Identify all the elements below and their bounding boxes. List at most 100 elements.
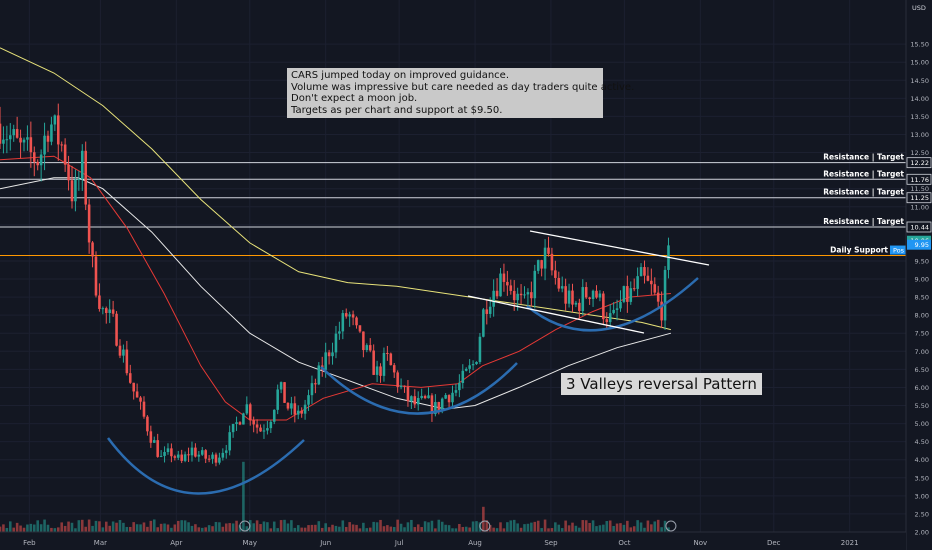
candle-body <box>101 308 105 310</box>
candle-body <box>207 458 211 460</box>
resistance-label: Resistance | Target <box>823 153 904 163</box>
candle-body <box>224 450 228 453</box>
volume-bar <box>656 519 660 532</box>
volume-bar <box>523 524 526 532</box>
candle-body <box>36 161 39 166</box>
x-tick-label: Dec <box>767 539 781 547</box>
volume-bar <box>303 527 307 532</box>
y-tick-label: 2.50 <box>915 510 929 518</box>
volume-bar <box>413 527 417 532</box>
candle-body <box>451 392 454 403</box>
candle-body <box>248 404 252 421</box>
volume-bar <box>111 521 115 532</box>
candle-body <box>84 150 87 205</box>
candle-body <box>272 409 276 422</box>
volume-bar <box>584 520 588 532</box>
candle-body <box>523 294 526 296</box>
candle-body <box>437 402 441 411</box>
candle-body <box>135 391 139 398</box>
volume-bar <box>440 521 444 532</box>
candle-body <box>197 454 201 457</box>
volume-bar <box>488 525 492 532</box>
price-axis: USD 2.00 2.50 3.00 3.50 4.00 4.50 5.00 5.50 6.00 6… <box>905 0 932 550</box>
volume-bar <box>187 522 190 532</box>
volume-bar <box>200 527 204 532</box>
candle-body <box>612 309 615 314</box>
price-badge-label: 11.76 <box>910 176 929 184</box>
x-tick-label: Jul <box>394 539 404 547</box>
candle-body <box>471 364 475 366</box>
volume-bar <box>410 519 413 532</box>
candle-body <box>571 290 574 305</box>
volume-bar <box>591 520 595 532</box>
candle-body <box>615 308 619 310</box>
volume-bar <box>458 523 461 532</box>
candle-body <box>104 308 108 313</box>
candle-body <box>619 301 622 309</box>
volume-bar <box>574 525 578 532</box>
volume-bar <box>403 527 406 532</box>
candle-body <box>310 383 314 396</box>
candle-body <box>564 286 567 304</box>
volume-bar <box>334 525 338 532</box>
candle-body <box>440 398 444 411</box>
candle-body <box>98 295 101 309</box>
volume-bar <box>279 520 283 532</box>
candle-body <box>492 290 495 307</box>
volume-bar <box>485 520 489 532</box>
volume-bar <box>653 521 657 532</box>
volume-bar <box>228 523 231 532</box>
volume-bar <box>166 524 170 532</box>
volume-bar <box>53 528 57 532</box>
volume-bar <box>416 524 420 532</box>
candle-body <box>303 404 307 414</box>
candle-body <box>91 242 94 257</box>
candle-body <box>595 290 598 298</box>
volume-bar <box>224 523 228 532</box>
candle-body <box>526 292 530 295</box>
volume-bar <box>43 519 46 532</box>
volume-bar <box>622 524 626 532</box>
volume-bar <box>5 527 9 532</box>
candle-body <box>636 276 639 289</box>
candle-body <box>115 313 118 346</box>
candle-body <box>63 144 67 165</box>
volume-bar <box>464 526 468 532</box>
volume-bar <box>39 524 43 532</box>
volume-bar <box>221 526 225 532</box>
price-badge-label: 9.95 <box>915 241 929 249</box>
valley-arc-1 <box>106 437 305 495</box>
candle-body <box>252 420 255 425</box>
volume-bar <box>547 528 550 532</box>
price-badge-label: 11.25 <box>910 194 929 202</box>
volume-bar <box>526 523 530 532</box>
pattern-drawings <box>106 230 710 495</box>
volume-bar <box>639 522 643 532</box>
candle-body <box>218 457 221 463</box>
y-tick-label: 11.50 <box>910 185 929 193</box>
volume-bar <box>139 524 142 532</box>
volume-bar <box>341 520 345 532</box>
candle-body <box>358 325 362 332</box>
candle-body <box>475 361 478 365</box>
volume-bar <box>262 521 266 532</box>
moving-average-line <box>0 177 672 410</box>
volume-bar <box>207 525 211 532</box>
volume-bar <box>564 520 567 532</box>
candle-body <box>108 309 111 313</box>
candle-body <box>46 135 50 142</box>
candle-body <box>50 124 53 142</box>
candle-body <box>461 370 465 384</box>
candle-body <box>128 373 132 383</box>
candle-body <box>259 427 262 432</box>
candle-body <box>389 353 393 366</box>
y-tick-label: 12.50 <box>910 149 929 157</box>
volume-bar <box>290 520 293 532</box>
volume-bar <box>605 521 609 532</box>
volume-bar <box>502 528 506 532</box>
y-tick-label: 6.50 <box>915 366 929 374</box>
candle-body <box>56 115 60 145</box>
price-badge <box>906 221 932 233</box>
candle-body <box>602 293 605 320</box>
candle-body <box>375 366 379 375</box>
